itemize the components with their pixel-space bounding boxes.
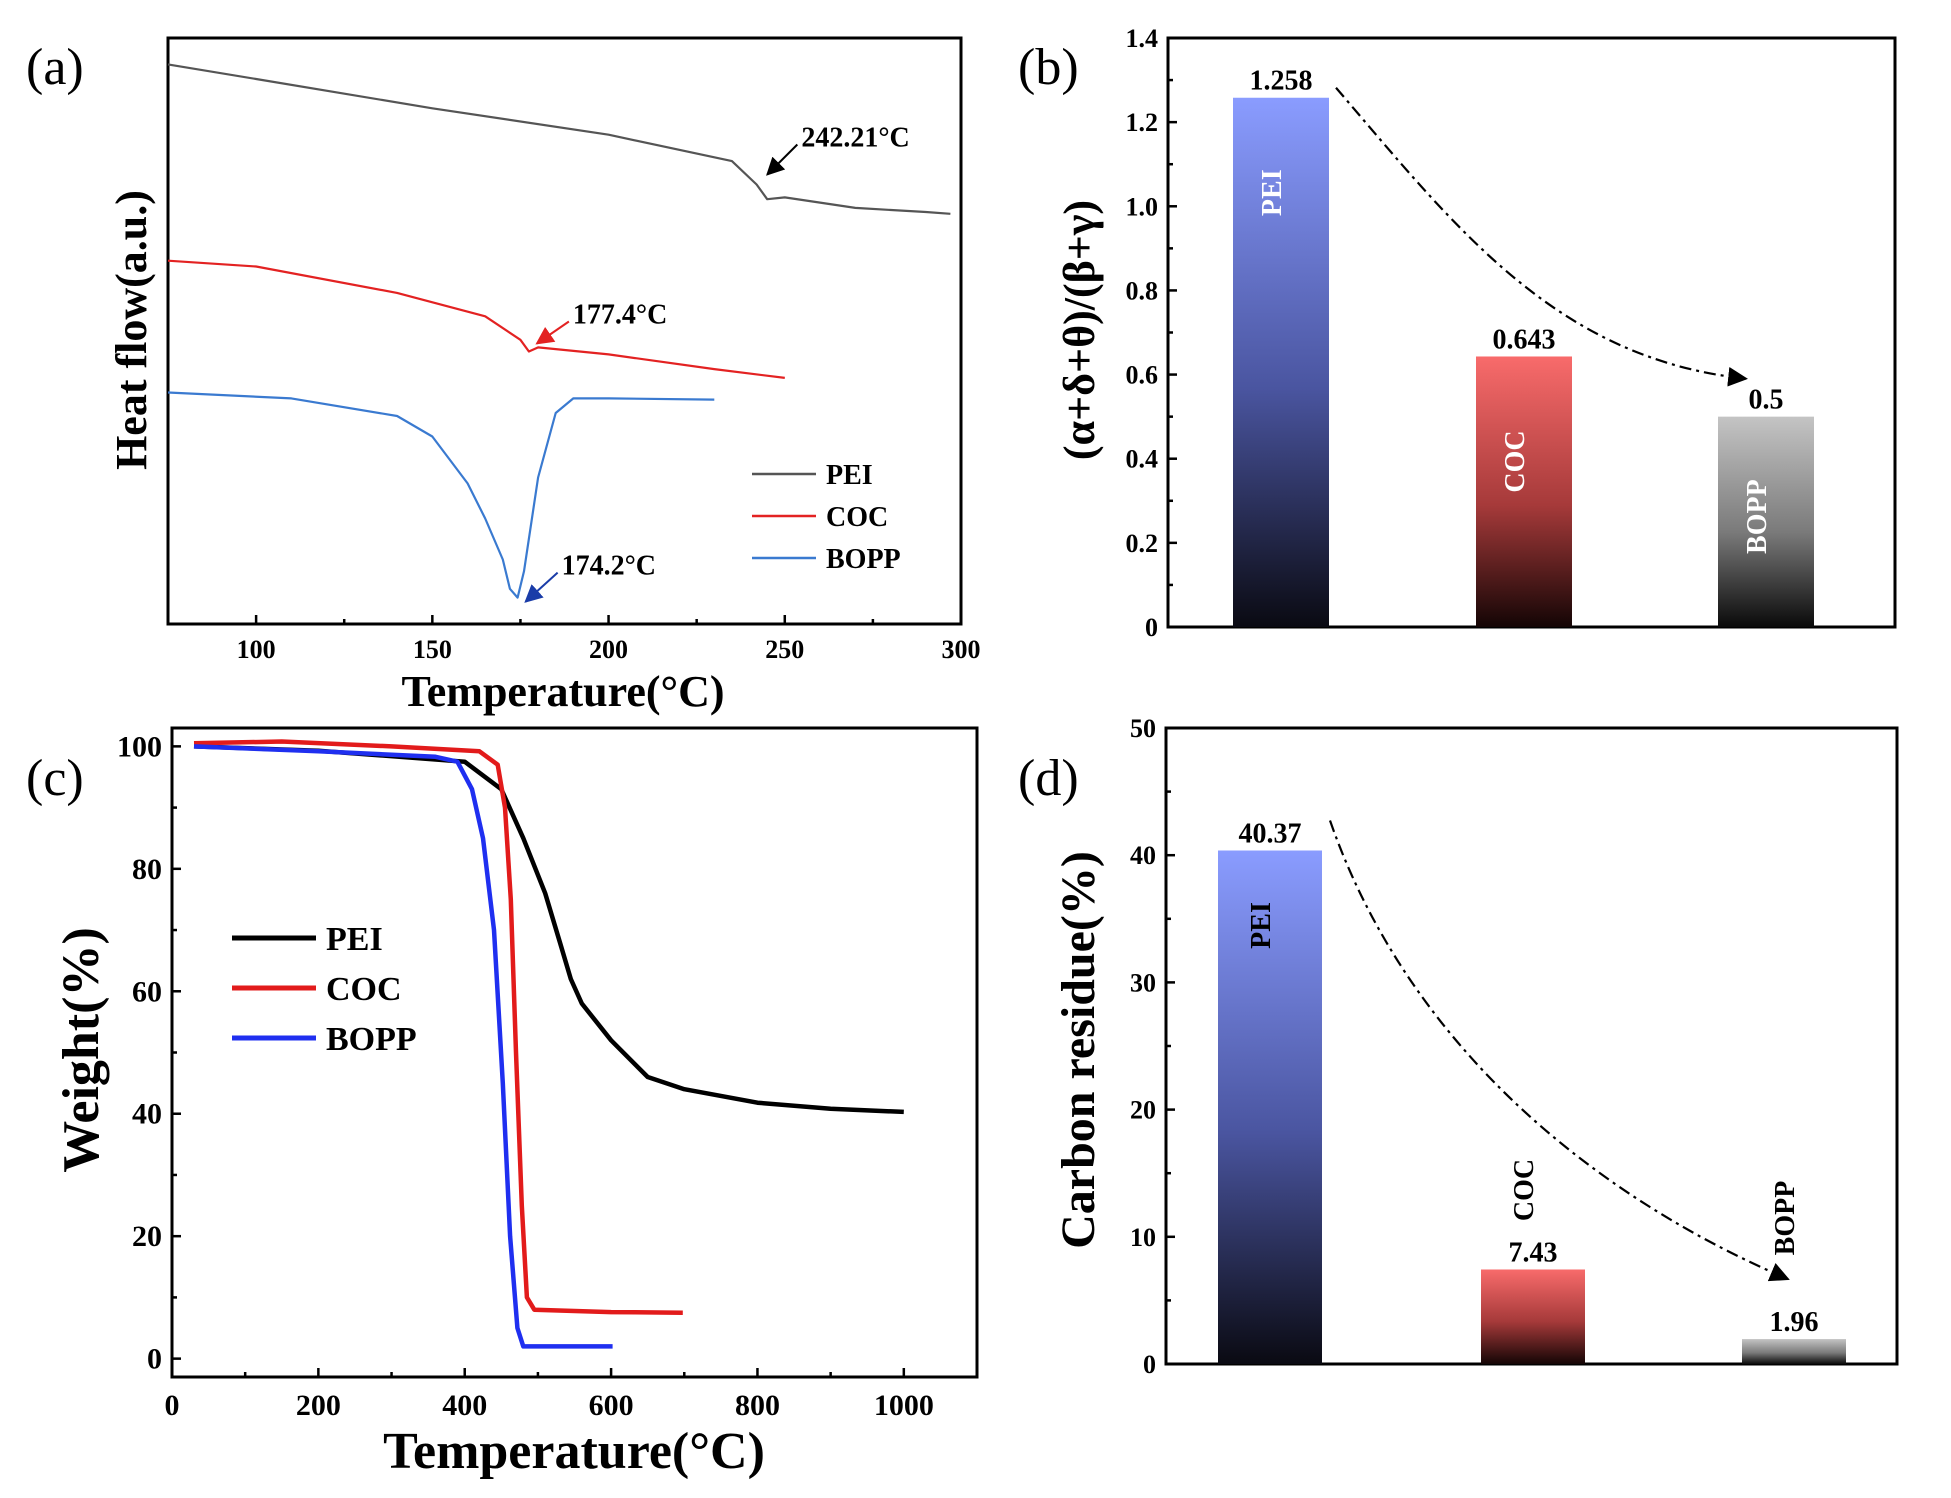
panel-c-label: (c) <box>26 750 84 807</box>
panel-c-y-tick-label: 20 <box>132 1220 162 1253</box>
panel-b-y-tick-label: 1.0 <box>1126 192 1159 221</box>
panel-a-annotation-label: 174.2°C <box>562 551 656 582</box>
panel-b-trend-arrow <box>1335 87 1748 387</box>
panel-b-bar-pei <box>1233 97 1329 627</box>
panel-d-trend-arrow <box>1328 820 1790 1282</box>
panel-a-x-tick-label: 300 <box>942 635 981 664</box>
panel-d-value-label: 40.37 <box>1239 818 1302 849</box>
panel-b-y-axis-label: (α+δ+θ)/(β+γ) <box>1055 200 1104 460</box>
panel-b-y-tick-label: 1.2 <box>1126 108 1159 137</box>
panel-b-bar-bopp <box>1718 416 1814 627</box>
panel-c-x-tick-label: 0 <box>165 1389 180 1422</box>
panel-c-y-tick-label: 60 <box>132 975 162 1008</box>
panel-b-y-tick-label: 0.2 <box>1126 529 1159 558</box>
panel-c-series-coc <box>193 739 683 1315</box>
panel-c-x-tick-label: 200 <box>296 1389 341 1422</box>
panel-c-x-axis-label: Temperature(°C) <box>383 1423 765 1480</box>
panel-c-y-axis-label: Weight(%) <box>53 927 110 1173</box>
panel-b-y-tick-label: 0.6 <box>1126 361 1159 390</box>
panel-b-y-ticks: 0 0.2 0.4 0.6 0.8 1.0 1.2 1.4 <box>1126 24 1177 642</box>
panel-d-y-tick-label: 0 <box>1143 1350 1156 1379</box>
panel-d-category-label: BOPP <box>1770 1181 1801 1256</box>
panel-c-series <box>193 739 904 1349</box>
panel-a-dsc: (a) 100 150 200 250 300 242.21°C 177.4°C 174.2… <box>26 36 981 716</box>
panel-b-category-label: PEI <box>1257 169 1288 216</box>
panel-d-y-axis-label: Carbon residue(%) <box>1052 851 1105 1249</box>
panel-c-legend: PEI COC BOPP <box>232 921 417 1058</box>
panel-c-y-tick-label: 40 <box>132 1098 162 1131</box>
panel-d-bar-bopp <box>1742 1339 1846 1364</box>
panel-a-legend-label: BOPP <box>826 544 901 575</box>
panel-c-x-tick-label: 1000 <box>874 1389 934 1422</box>
panel-c-series-pei <box>193 744 904 1115</box>
panel-d-bar-coc <box>1481 1269 1585 1364</box>
panel-d-y-tick-label: 50 <box>1130 714 1156 743</box>
panel-b-y-tick-label: 0 <box>1145 613 1158 642</box>
panel-a-annotation-arrow <box>535 320 570 345</box>
panel-c-x-tick-label: 600 <box>589 1389 634 1422</box>
panel-a-label: (a) <box>26 39 84 96</box>
panel-a-x-tick-label: 150 <box>413 635 452 664</box>
panel-a-series-pei <box>167 63 951 215</box>
panel-a-annotation-label: 177.4°C <box>573 300 667 331</box>
panel-a-x-tick-label: 200 <box>589 635 628 664</box>
panel-a-series-bopp <box>167 391 715 599</box>
panel-d-y-tick-label: 10 <box>1130 1223 1156 1252</box>
panel-c-ticks: 0 200 400 600 800 1000 0 20 40 60 80 100 <box>117 730 934 1422</box>
panel-b-value-label: 0.5 <box>1749 385 1784 416</box>
panel-d-category-label: COC <box>1509 1159 1540 1221</box>
panel-a-series-coc <box>167 259 785 379</box>
panel-d-y-ticks: 0 10 20 30 40 50 <box>1130 714 1175 1379</box>
panel-b-label: (b) <box>1018 39 1079 96</box>
panel-a-x-tick-label: 100 <box>237 635 276 664</box>
panel-c-legend-label: COC <box>326 971 402 1008</box>
panel-a-annotation-arrow <box>766 143 799 176</box>
panel-a-x-tick-label: 250 <box>765 635 804 664</box>
panel-a-legend: PEI COC BOPP <box>752 460 901 575</box>
panel-d-y-tick-label: 40 <box>1130 841 1156 870</box>
panel-b-category-label: COC <box>1500 430 1531 492</box>
panel-a-annotation-label: 242.21°C <box>801 123 909 154</box>
panel-a-annotations: 242.21°C 177.4°C 174.2°C <box>524 123 910 603</box>
panel-d-label: (d) <box>1018 750 1079 807</box>
panel-b-value-label: 1.258 <box>1250 66 1313 97</box>
panel-c-y-tick-label: 80 <box>132 853 162 886</box>
panel-c-series-bopp <box>193 744 613 1349</box>
panel-a-frame <box>166 36 963 626</box>
panel-b-y-tick-label: 1.4 <box>1126 24 1159 53</box>
panel-a-x-axis-label: Temperature(°C) <box>401 667 724 716</box>
panel-a-legend-label: PEI <box>826 460 873 491</box>
panel-d-value-label: 7.43 <box>1509 1237 1558 1268</box>
panel-a-y-axis-label: Heat flow(a.u.) <box>107 190 156 470</box>
panel-d-y-tick-label: 20 <box>1130 1096 1156 1125</box>
panel-c-y-tick-label: 0 <box>147 1343 162 1376</box>
panel-c-legend-label: BOPP <box>326 1021 417 1058</box>
panel-d-value-label: 1.96 <box>1770 1307 1819 1338</box>
panel-b-bars: 1.258 PEI 0.643 COC 0.5 BOPP <box>1233 66 1814 627</box>
panel-b-category-label: BOPP <box>1742 479 1773 554</box>
panel-b-ratio: (b) 0 0.2 0.4 0.6 0.8 1.0 1.2 1.4 1.258 PEI 0.643… <box>1018 24 1897 642</box>
panel-b-y-tick-label: 0.4 <box>1126 445 1159 474</box>
panel-a-x-ticks: 100 150 200 250 300 <box>237 615 981 664</box>
panel-c-y-tick-label: 100 <box>117 730 162 763</box>
panel-d-y-tick-label: 30 <box>1130 968 1156 997</box>
panel-a-annotation-arrow <box>524 571 559 603</box>
panel-b-bar-coc <box>1476 356 1572 627</box>
panel-c-legend-label: PEI <box>326 921 383 958</box>
panel-d-bars: 40.37 PEI 7.43 COC 1.96 BOPP <box>1218 818 1846 1364</box>
panel-c-tga: (c) 0 200 400 600 800 1000 0 20 40 60 80 100 PEI COC… <box>26 726 979 1480</box>
panel-c-frame <box>170 726 979 1379</box>
panel-a-series <box>167 63 951 599</box>
panel-c-x-tick-label: 800 <box>735 1389 780 1422</box>
panel-b-value-label: 0.643 <box>1493 324 1556 355</box>
panel-d-category-label: PEI <box>1246 902 1277 949</box>
panel-b-y-tick-label: 0.8 <box>1126 276 1159 305</box>
panel-a-legend-label: COC <box>826 502 888 533</box>
panel-d-bar-pei <box>1218 850 1322 1364</box>
panel-c-x-tick-label: 400 <box>442 1389 487 1422</box>
